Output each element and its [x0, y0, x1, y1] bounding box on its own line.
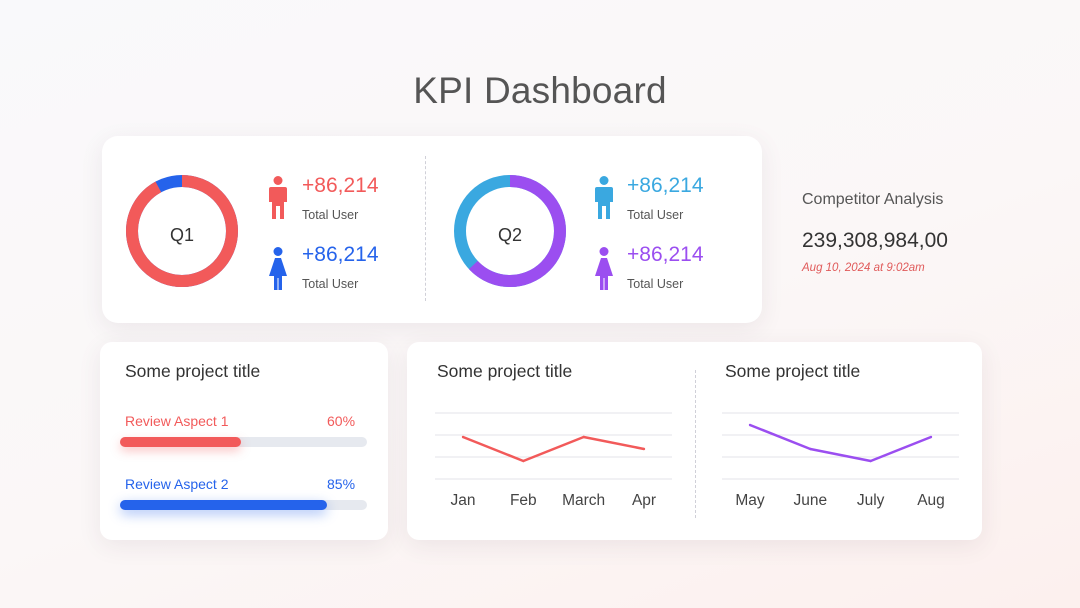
data-point: [642, 447, 646, 451]
q2-male-value: +86,214: [627, 174, 704, 197]
project-progress-card: Some project title Review Aspect 1 60% R…: [100, 342, 388, 540]
review-aspect-1-percent: 60%: [327, 413, 356, 429]
q1-female-sub: Total User: [302, 277, 359, 291]
data-point: [522, 459, 525, 463]
data-point: [461, 435, 465, 439]
x-tick-label: May: [735, 492, 765, 509]
competitor-value: 239,308,984,00: [802, 229, 948, 252]
q2-label: Q2: [497, 225, 522, 245]
female-user-icon: [595, 247, 613, 290]
male-user-icon: [269, 176, 287, 219]
line-chart-1: [435, 412, 672, 480]
x-tick-label: March: [562, 492, 606, 509]
competitor-timestamp: Aug 10, 2024 at 9:02am: [802, 262, 925, 274]
line-chart-2-title: Some project title: [725, 361, 861, 381]
line-chart-divider: [695, 370, 696, 518]
competitor-title: Competitor Analysis: [802, 191, 944, 208]
x-tick-label: Feb: [509, 492, 537, 509]
q2-female-value: +86,214: [627, 243, 704, 266]
series-line: [749, 423, 932, 463]
quarter-divider: [425, 156, 426, 301]
q1-male-sub: Total User: [302, 208, 359, 222]
q1-male-value: +86,214: [302, 174, 379, 197]
line-chart-1-title: Some project title: [437, 361, 573, 381]
review-aspect-1-fill: [120, 437, 241, 447]
q1-label: Q1: [169, 225, 194, 245]
q1-donut-arc: [126, 175, 238, 287]
x-tick-label: Apr: [631, 492, 657, 509]
data-point: [869, 459, 872, 463]
data-point: [929, 435, 933, 439]
line-chart-2: [722, 412, 959, 480]
review-aspect-1-label: Review Aspect 1: [125, 413, 229, 429]
review-aspect-2-fill: [120, 500, 327, 510]
data-point: [809, 447, 812, 451]
review-aspect-2-percent: 85%: [327, 476, 356, 492]
page-title: KPI Dashboard: [413, 70, 667, 111]
q2-female-sub: Total User: [627, 277, 684, 291]
x-tick-label: June: [793, 492, 828, 509]
review-aspect-2-label: Review Aspect 2: [125, 476, 229, 492]
q1-female-value: +86,214: [302, 243, 379, 266]
x-tick-label: Jan: [450, 492, 476, 509]
q2-donut-chart: [454, 175, 566, 287]
q2-male-sub: Total User: [627, 208, 684, 222]
project-card-title: Some project title: [125, 361, 261, 381]
x-tick-label: July: [856, 492, 885, 509]
series-line: [462, 435, 645, 463]
quarter-summary-card: Q1 +86,214 Total User +86,214 Total User…: [102, 136, 762, 323]
male-user-icon: [595, 176, 613, 219]
review-aspect-1-track: [120, 437, 367, 447]
female-user-icon: [269, 247, 287, 290]
data-point: [582, 435, 585, 439]
data-point: [748, 423, 752, 427]
q2-donut-arc: [454, 175, 566, 287]
line-charts-card: Some project title Jan Feb March Apr Some p…: [407, 342, 982, 540]
x-tick-label: Aug: [917, 492, 945, 509]
q1-donut-chart: [126, 175, 238, 287]
